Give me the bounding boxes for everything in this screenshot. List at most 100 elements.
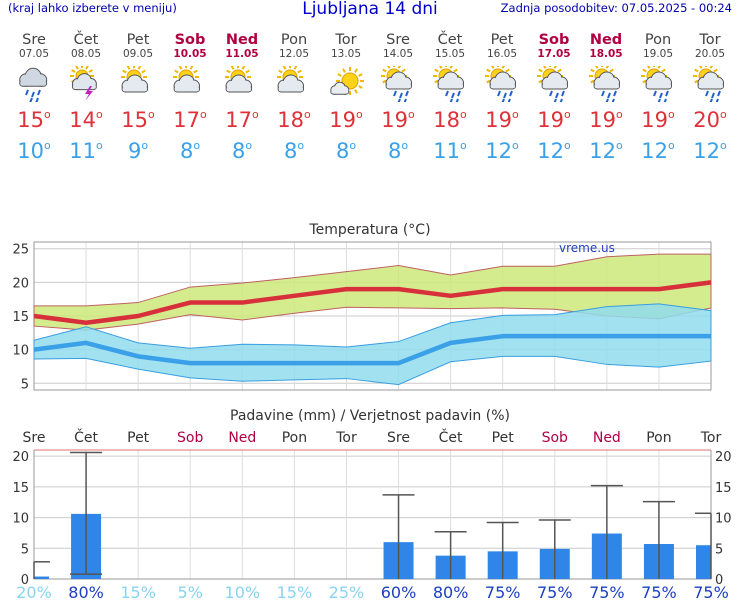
tmax-range-band (33, 253, 712, 331)
day-date: 08.05 (70, 48, 102, 60)
day-column: Ned 18.05 19o 12o (580, 32, 632, 164)
day-column: Tor 13.05 19o 8o (320, 32, 372, 164)
y-tick-label-left: 15 (12, 481, 29, 496)
min-temperature: 8o (231, 139, 253, 163)
y-tick-label-right: 0 (715, 573, 723, 588)
min-temperature: 12o (485, 139, 519, 163)
category-label: Čet (439, 428, 463, 446)
category-label: Sre (387, 430, 410, 446)
day-date: 19.05 (642, 48, 674, 60)
max-temperature: 19o (485, 108, 519, 132)
menu-hint[interactable]: (kraj lahko izberete v meniju) (8, 1, 177, 15)
y-tick-label: 10 (12, 344, 29, 359)
day-name: Čet (73, 32, 99, 48)
y-tick-label: 25 (12, 243, 29, 258)
day-name: Sob (174, 32, 206, 48)
y-tick-label-right: 20 (715, 450, 732, 465)
sun-cloud-icon (121, 66, 149, 93)
day-column: Pon 19.05 19o 12o (632, 32, 684, 164)
day-name: Pon (644, 32, 672, 48)
min-temperature: 8o (387, 139, 409, 163)
temperature-chart: Temperatura (°C) 5 10 15 20 25 vreme.us (12, 222, 712, 392)
max-temperature: 19o (641, 108, 675, 132)
day-column: Sre 07.05 15o 10o (8, 32, 60, 164)
day-name: Pet (490, 32, 514, 48)
precip-probability: 25% (329, 583, 365, 600)
precip-probability: 60% (381, 583, 417, 600)
category-label: Ned (228, 430, 256, 446)
last-updated: Zadnja posodobitev: 07.05.2025 - 00:24 (500, 1, 732, 15)
max-temperature: 18o (433, 108, 467, 132)
day-date: 16.05 (486, 48, 518, 60)
category-label: Pon (646, 430, 671, 446)
day-column: Sob 17.05 19o 12o (528, 32, 580, 164)
min-temperature: 12o (537, 139, 571, 163)
y-tick-label-right: 15 (715, 481, 732, 496)
day-column: Pon 12.05 18o 8o (268, 32, 320, 164)
day-date: 07.05 (18, 48, 50, 60)
day-date: 17.05 (537, 48, 571, 60)
precip-probability: 75% (641, 583, 677, 600)
day-date: 20.05 (694, 48, 726, 60)
sun-cloud-icon (225, 66, 253, 93)
watermark: vreme.us (559, 241, 615, 255)
category-label: Sob (542, 430, 568, 446)
max-temperature: 19o (589, 108, 623, 132)
max-temperature: 17o (173, 108, 207, 132)
y-tick-label-left: 10 (12, 512, 29, 527)
min-temperature: 8o (283, 139, 305, 163)
day-name: Sob (538, 32, 570, 48)
day-column: Pet 09.05 15o 9o (112, 32, 164, 164)
tmax-line (33, 280, 712, 325)
precip-bar (696, 545, 711, 579)
category-label: Sre (23, 430, 46, 446)
y-tick-label-left: 20 (12, 450, 29, 465)
precip-probability: 15% (120, 583, 156, 600)
day-name: Ned (589, 32, 623, 48)
y-tick-label: 5 (21, 377, 29, 392)
max-temperature: 17o (225, 108, 259, 132)
precip-bar (34, 576, 49, 579)
min-temperature: 10o (17, 139, 51, 163)
category-label: Čet (74, 428, 98, 446)
min-temperature: 12o (641, 139, 675, 163)
category-label: Pon (282, 430, 307, 446)
min-temperature: 9o (127, 139, 149, 163)
sun-rain-icon (693, 66, 725, 102)
min-temperature: 12o (693, 139, 727, 163)
y-tick-label: 15 (12, 310, 29, 325)
sun-rain-icon (485, 66, 517, 102)
category-label: Sob (177, 430, 203, 446)
precip-probability: 10% (225, 583, 261, 600)
day-name: Sre (386, 32, 410, 48)
max-temperature: 14o (69, 108, 103, 132)
min-temperature: 11o (69, 139, 103, 163)
y-tick-label: 20 (12, 276, 29, 291)
precip-probability: 80% (433, 583, 469, 600)
day-name: Sre (22, 32, 46, 48)
day-column: Tor 20.05 20o 12o (684, 32, 736, 164)
y-tick-label-left: 0 (21, 573, 29, 588)
category-label: Tor (335, 430, 357, 446)
category-label: Tor (700, 430, 722, 446)
sun-rain-icon (381, 66, 413, 102)
max-temperature: 19o (537, 108, 571, 132)
day-date: 14.05 (382, 48, 414, 60)
day-column: Sob 10.05 17o 8o (164, 32, 216, 164)
day-name: Ned (225, 32, 259, 48)
sun-cloud-icon (173, 66, 201, 93)
day-column: Čet 15.05 18o 11o (424, 32, 476, 164)
max-temperature: 20o (693, 108, 727, 132)
day-date: 09.05 (122, 48, 154, 60)
min-temperature: 8o (335, 139, 357, 163)
min-temperature: 12o (589, 139, 623, 163)
day-date: 12.05 (278, 48, 310, 60)
max-temperature: 15o (121, 108, 155, 132)
category-label: Pet (127, 430, 150, 446)
category-label: Pet (492, 430, 515, 446)
max-temperature: 19o (381, 108, 415, 132)
day-column: Čet 08.05 14o 11o (60, 32, 112, 164)
day-date: 15.05 (434, 48, 466, 60)
day-date: 11.05 (225, 48, 259, 60)
sun-rain-icon (589, 66, 621, 102)
